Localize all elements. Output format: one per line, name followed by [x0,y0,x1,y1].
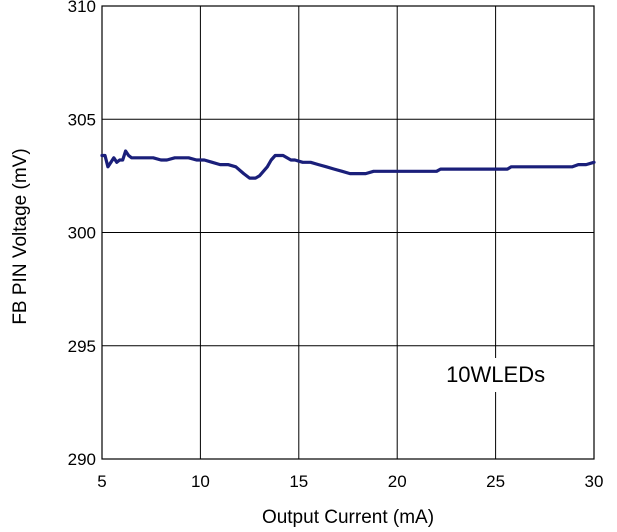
x-tick-label: 20 [388,472,407,491]
x-tick-label: 5 [97,472,106,491]
x-axis-title: Output Current (mA) [262,507,434,528]
y-axis-ticks: 290 295 300 305 310 [68,0,96,469]
plot-frame [101,5,595,460]
y-tick-label: 300 [68,224,96,243]
y-tick-label: 295 [68,337,96,356]
series-line [100,149,596,180]
annotation-background [433,357,558,392]
x-axis-ticks: 5 10 15 20 25 30 [97,472,603,491]
x-tick-label: 25 [486,472,505,491]
y-tick-label: 305 [68,110,96,129]
y-tick-label: 310 [68,0,96,16]
annotation-label: 10WLEDs [446,362,545,387]
x-tick-label: 10 [191,472,210,491]
grid [102,6,594,459]
x-tick-label: 30 [585,472,604,491]
y-tick-label: 290 [68,450,96,469]
x-tick-label: 15 [289,472,308,491]
y-axis-title: FB PIN Voltage (mV) [10,148,31,324]
